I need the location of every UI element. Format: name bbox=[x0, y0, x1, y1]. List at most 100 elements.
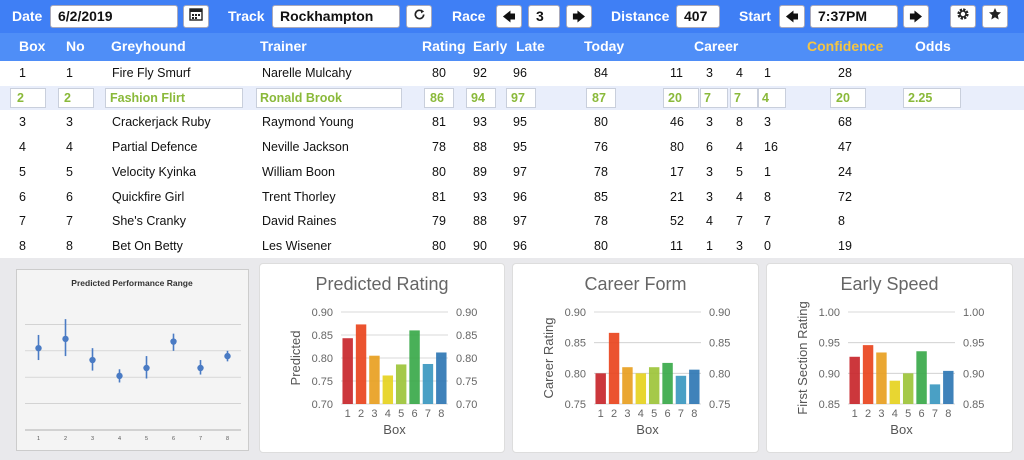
cell-late: 95 bbox=[513, 115, 527, 130]
race-field[interactable]: 3 bbox=[528, 5, 560, 28]
arrow-right-icon: 🡆 bbox=[909, 9, 923, 24]
tick-label: 4 bbox=[118, 436, 121, 442]
early-speed-chart: 1.00 1.00 0.95 0.95 0.90 0.90 0.85 0.85 1 2 3 4 5 6 7 8… bbox=[795, 301, 984, 437]
y2-tick-label: 0.90 bbox=[963, 368, 984, 380]
y-axis-label: Predicted bbox=[288, 331, 303, 386]
table-row[interactable]: 1 1 Fire Fly Smurf Narelle Mulcahy 80 92 96 84 1… bbox=[0, 61, 1024, 85]
bar bbox=[342, 338, 353, 404]
track-field[interactable]: Rockhampton bbox=[272, 5, 400, 28]
calendar-icon[interactable] bbox=[183, 5, 209, 28]
cell-late: 96 bbox=[513, 189, 527, 204]
cell-box: 4 bbox=[19, 140, 26, 155]
cell-c1: 11 bbox=[670, 66, 683, 80]
cell-highlight bbox=[903, 87, 961, 108]
chart-background bbox=[17, 270, 248, 450]
y2-tick-label: 0.90 bbox=[709, 307, 730, 319]
cell-trainer: Ronald Brook bbox=[260, 90, 342, 105]
cell-no: 4 bbox=[66, 140, 73, 155]
cell-c1: 21 bbox=[670, 189, 684, 204]
x-tick-label: 1 bbox=[598, 408, 604, 420]
bar bbox=[849, 356, 860, 404]
cell-confidence: 72 bbox=[838, 189, 852, 204]
y2-tick-label: 1.00 bbox=[963, 307, 984, 319]
x-tick-label: 8 bbox=[438, 408, 444, 420]
bar bbox=[689, 369, 700, 404]
table-row[interactable]: 7 7 She's Cranky David Raines 79 88 97 78 52 4 7 7 8 bbox=[0, 209, 1024, 233]
cell-early: 93 bbox=[473, 115, 487, 130]
y-tick-label: 0.75 bbox=[312, 376, 333, 388]
x-tick-label: 3 bbox=[624, 408, 630, 420]
date-field[interactable]: 6/2/2019 bbox=[50, 5, 178, 28]
cell-early: 93 bbox=[473, 189, 487, 204]
cell-today: 76 bbox=[594, 140, 608, 155]
cell-highlight bbox=[58, 87, 94, 108]
table-row[interactable]: 6 6 Quickfire Girl Trent Thorley 81 93 96 85 21 3… bbox=[0, 185, 1024, 209]
cell-c1: 52 bbox=[670, 214, 684, 229]
y-tick-label: 0.85 bbox=[312, 330, 333, 342]
gear-icon[interactable] bbox=[950, 5, 976, 28]
cell-c2: 3 bbox=[706, 189, 713, 204]
cell-highlight bbox=[830, 87, 866, 108]
cell-rating: 86 bbox=[430, 90, 444, 105]
distance-field[interactable]: 407 bbox=[676, 5, 720, 28]
cell-today: 78 bbox=[594, 214, 608, 229]
start-prev-button[interactable]: 🡄 bbox=[779, 5, 805, 28]
x-tick-label: 4 bbox=[638, 408, 644, 420]
start-time-field[interactable]: 7:37PM bbox=[810, 5, 898, 28]
distance-label: Distance bbox=[611, 8, 670, 24]
tick-label: 7 bbox=[199, 436, 202, 442]
cell-no: 1 bbox=[66, 66, 73, 80]
col-rating[interactable]: Rating bbox=[422, 38, 466, 54]
col-greyhound[interactable]: Greyhound bbox=[111, 38, 186, 54]
col-today[interactable]: Today bbox=[584, 38, 625, 54]
col-trainer[interactable]: Trainer bbox=[260, 38, 307, 54]
cell-greyhound: She's Cranky bbox=[112, 214, 186, 229]
col-odds[interactable]: Odds bbox=[915, 38, 951, 54]
cell-c1: 17 bbox=[670, 164, 684, 179]
col-no[interactable]: No bbox=[66, 38, 85, 54]
col-confidence[interactable]: Confidence bbox=[807, 38, 884, 54]
tick-label: 2 bbox=[64, 436, 67, 442]
cell-c2: 7 bbox=[704, 90, 711, 105]
data-point bbox=[89, 356, 96, 364]
cell-highlight bbox=[730, 87, 758, 108]
cell-trainer: Neville Jackson bbox=[262, 140, 349, 155]
refresh-icon[interactable] bbox=[406, 5, 432, 28]
cell-late: 95 bbox=[513, 140, 527, 155]
bar bbox=[916, 351, 927, 404]
table-row[interactable]: 8 8 Bet On Betty Les Wisener 80 90 96 80 11 1 3 0 19 bbox=[0, 234, 1024, 258]
y-tick-label: 0.85 bbox=[819, 399, 840, 411]
x-tick-label: 6 bbox=[919, 408, 925, 420]
star-icon[interactable] bbox=[982, 5, 1008, 28]
race-next-button[interactable]: 🡆 bbox=[566, 5, 592, 28]
bar bbox=[635, 373, 647, 404]
data-point bbox=[116, 372, 123, 380]
col-career[interactable]: Career bbox=[694, 38, 739, 54]
bar bbox=[382, 375, 394, 404]
cell-early: 88 bbox=[473, 140, 487, 155]
cell-greyhound: Velocity Kyinka bbox=[112, 164, 197, 179]
col-early[interactable]: Early bbox=[473, 38, 508, 54]
start-next-button[interactable]: 🡆 bbox=[903, 5, 929, 28]
table-row[interactable]: 4 4 Partial Defence Neville Jackson 78 88 95 76… bbox=[0, 135, 1024, 159]
cell-highlight bbox=[758, 87, 786, 108]
race-prev-button[interactable]: 🡄 bbox=[496, 5, 522, 28]
cell-late: 97 bbox=[513, 214, 527, 229]
col-box[interactable]: Box bbox=[19, 38, 46, 54]
table-row[interactable]: 3 3 Crackerjack Ruby Raymond Young 81 93 95 80 4… bbox=[0, 110, 1024, 134]
table-row[interactable]: 2 2 Fashion Flirt Ronald Brook 86 94 97 87 20 7 7 4… bbox=[0, 85, 1024, 110]
cell-today: 85 bbox=[594, 189, 608, 204]
data-point bbox=[143, 364, 150, 372]
y-tick-label: 0.85 bbox=[565, 338, 586, 350]
cell-greyhound: Bet On Betty bbox=[112, 238, 183, 253]
table-row[interactable]: 5 5 Velocity Kyinka William Boon 80 89 97 78 17 3… bbox=[0, 160, 1024, 184]
x-tick-label: 6 bbox=[412, 408, 418, 420]
cell-c1: 11 bbox=[670, 238, 683, 253]
col-late[interactable]: Late bbox=[516, 38, 545, 54]
cell-no: 7 bbox=[66, 214, 73, 229]
x-tick-label: 7 bbox=[932, 408, 938, 420]
bar bbox=[929, 384, 941, 404]
x-tick-label: 8 bbox=[691, 408, 697, 420]
cell-today: 80 bbox=[594, 238, 608, 253]
date-label: Date bbox=[12, 8, 43, 24]
